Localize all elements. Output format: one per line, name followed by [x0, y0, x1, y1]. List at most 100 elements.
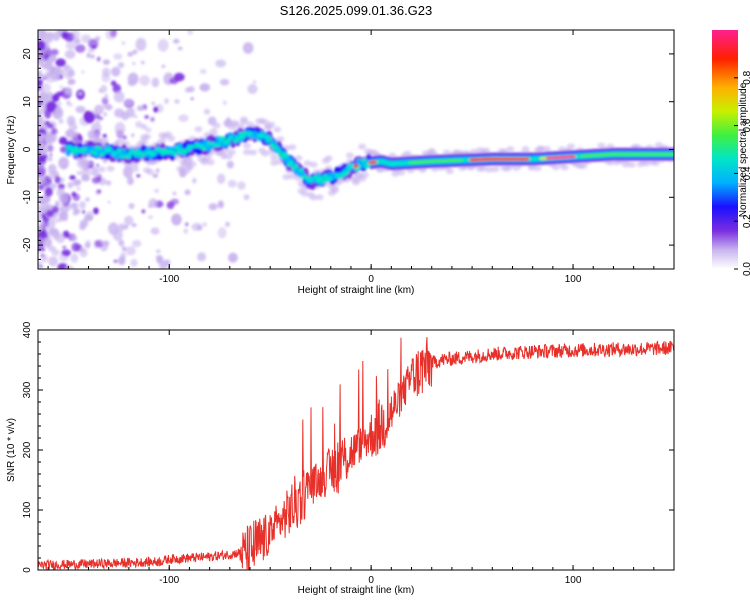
noise-blob	[103, 112, 107, 117]
noise-blob	[79, 219, 89, 228]
colorbar-gradient	[712, 30, 738, 269]
ridge-halo	[70, 133, 79, 140]
noise-blob	[124, 224, 129, 230]
snr-ytick-label: 200	[22, 441, 33, 458]
spectrogram-ylabel: Frequency (Hz)	[6, 116, 17, 185]
ridge-halo	[224, 119, 233, 126]
noise-blob	[155, 168, 160, 173]
noise-blob	[56, 91, 64, 97]
ridge-halo	[176, 166, 185, 173]
ridge-halo	[146, 169, 155, 176]
noise-blob	[72, 179, 81, 187]
noise-blob	[117, 62, 125, 68]
ridge-peak	[523, 157, 530, 161]
ridge-core	[327, 176, 333, 182]
noise-blob	[70, 253, 79, 264]
ridge-core	[160, 151, 166, 156]
noise-blob	[104, 93, 109, 98]
noise-blob	[38, 73, 45, 80]
noise-blob	[217, 227, 227, 239]
ridge-halo	[239, 116, 248, 123]
noise-blob	[226, 160, 235, 169]
noise-blob	[153, 106, 159, 113]
ridge-core	[264, 134, 270, 139]
noise-blob	[45, 101, 57, 112]
ridge-halo	[194, 126, 203, 133]
snr-ytick-label: 0	[22, 567, 33, 573]
ridge-halo	[303, 160, 312, 167]
noise-blob	[111, 66, 121, 77]
noise-blob	[64, 252, 70, 257]
noise-blob	[224, 221, 231, 227]
ridge-halo	[276, 136, 285, 143]
ridge-core	[235, 135, 241, 141]
noise-blob	[121, 246, 127, 252]
noise-blob	[155, 249, 161, 254]
noise-blob	[106, 180, 112, 186]
ridge-halo	[345, 152, 354, 159]
ridge-core	[220, 136, 226, 141]
noise-blob	[153, 188, 160, 193]
noise-blob	[40, 253, 48, 263]
ridge-halo	[485, 166, 494, 173]
noise-blob	[187, 86, 195, 93]
noise-blob	[81, 70, 85, 74]
noise-blob	[38, 264, 43, 268]
ridge-halo	[85, 160, 94, 167]
noise-blob	[38, 178, 47, 186]
noise-blob	[208, 203, 218, 211]
noise-blob	[136, 105, 144, 111]
noise-blob	[64, 265, 74, 269]
noise-blob	[47, 123, 54, 129]
noise-blob	[140, 123, 148, 130]
ridge-halo	[140, 138, 148, 145]
ridge-core	[344, 170, 350, 175]
noise-blob	[157, 38, 169, 52]
noise-blob	[38, 107, 45, 115]
ridge-halo	[642, 160, 651, 167]
chart-title: S126.2025.099.01.36.G23	[280, 3, 433, 18]
noise-blob	[67, 181, 74, 189]
noise-blob	[171, 213, 182, 226]
ridge-core	[317, 175, 323, 180]
ridge-halo	[479, 165, 488, 172]
ridge-core	[184, 148, 190, 153]
noise-blob	[156, 255, 164, 264]
noise-blob	[38, 101, 43, 107]
ridge-halo	[445, 168, 454, 175]
ridge-halo	[470, 148, 479, 155]
noise-blob	[144, 115, 149, 119]
noise-blob	[185, 222, 189, 227]
noise-blob	[150, 227, 160, 235]
ridge-halo	[236, 123, 245, 130]
noise-blob	[84, 242, 91, 249]
noise-blob	[45, 209, 55, 218]
noise-blob	[74, 244, 83, 251]
noise-blob	[121, 41, 126, 45]
ridge-halo	[273, 126, 282, 133]
ridge-halo	[397, 169, 406, 176]
colorbar-tick-label: 0.6	[742, 118, 750, 132]
noise-blob	[127, 72, 139, 86]
noise-blob	[135, 121, 143, 128]
ridge-halo	[215, 150, 224, 157]
ridge-core	[174, 145, 180, 150]
noise-blob	[96, 173, 103, 182]
ridge-core	[97, 146, 103, 151]
noise-blob	[58, 118, 64, 124]
ridge-halo	[200, 159, 209, 166]
noise-blob	[38, 165, 46, 176]
noise-blob	[45, 33, 54, 42]
noise-blob	[47, 172, 55, 180]
ridge-halo	[358, 143, 367, 150]
noise-blob	[96, 163, 100, 167]
noise-blob	[94, 104, 104, 115]
noise-blob	[183, 228, 189, 234]
colorbar-tick-label: 0.4	[742, 166, 750, 180]
noise-blob	[216, 173, 226, 184]
noise-blob	[54, 200, 60, 207]
ridge-halo	[491, 166, 500, 173]
ridge-core	[172, 151, 178, 157]
